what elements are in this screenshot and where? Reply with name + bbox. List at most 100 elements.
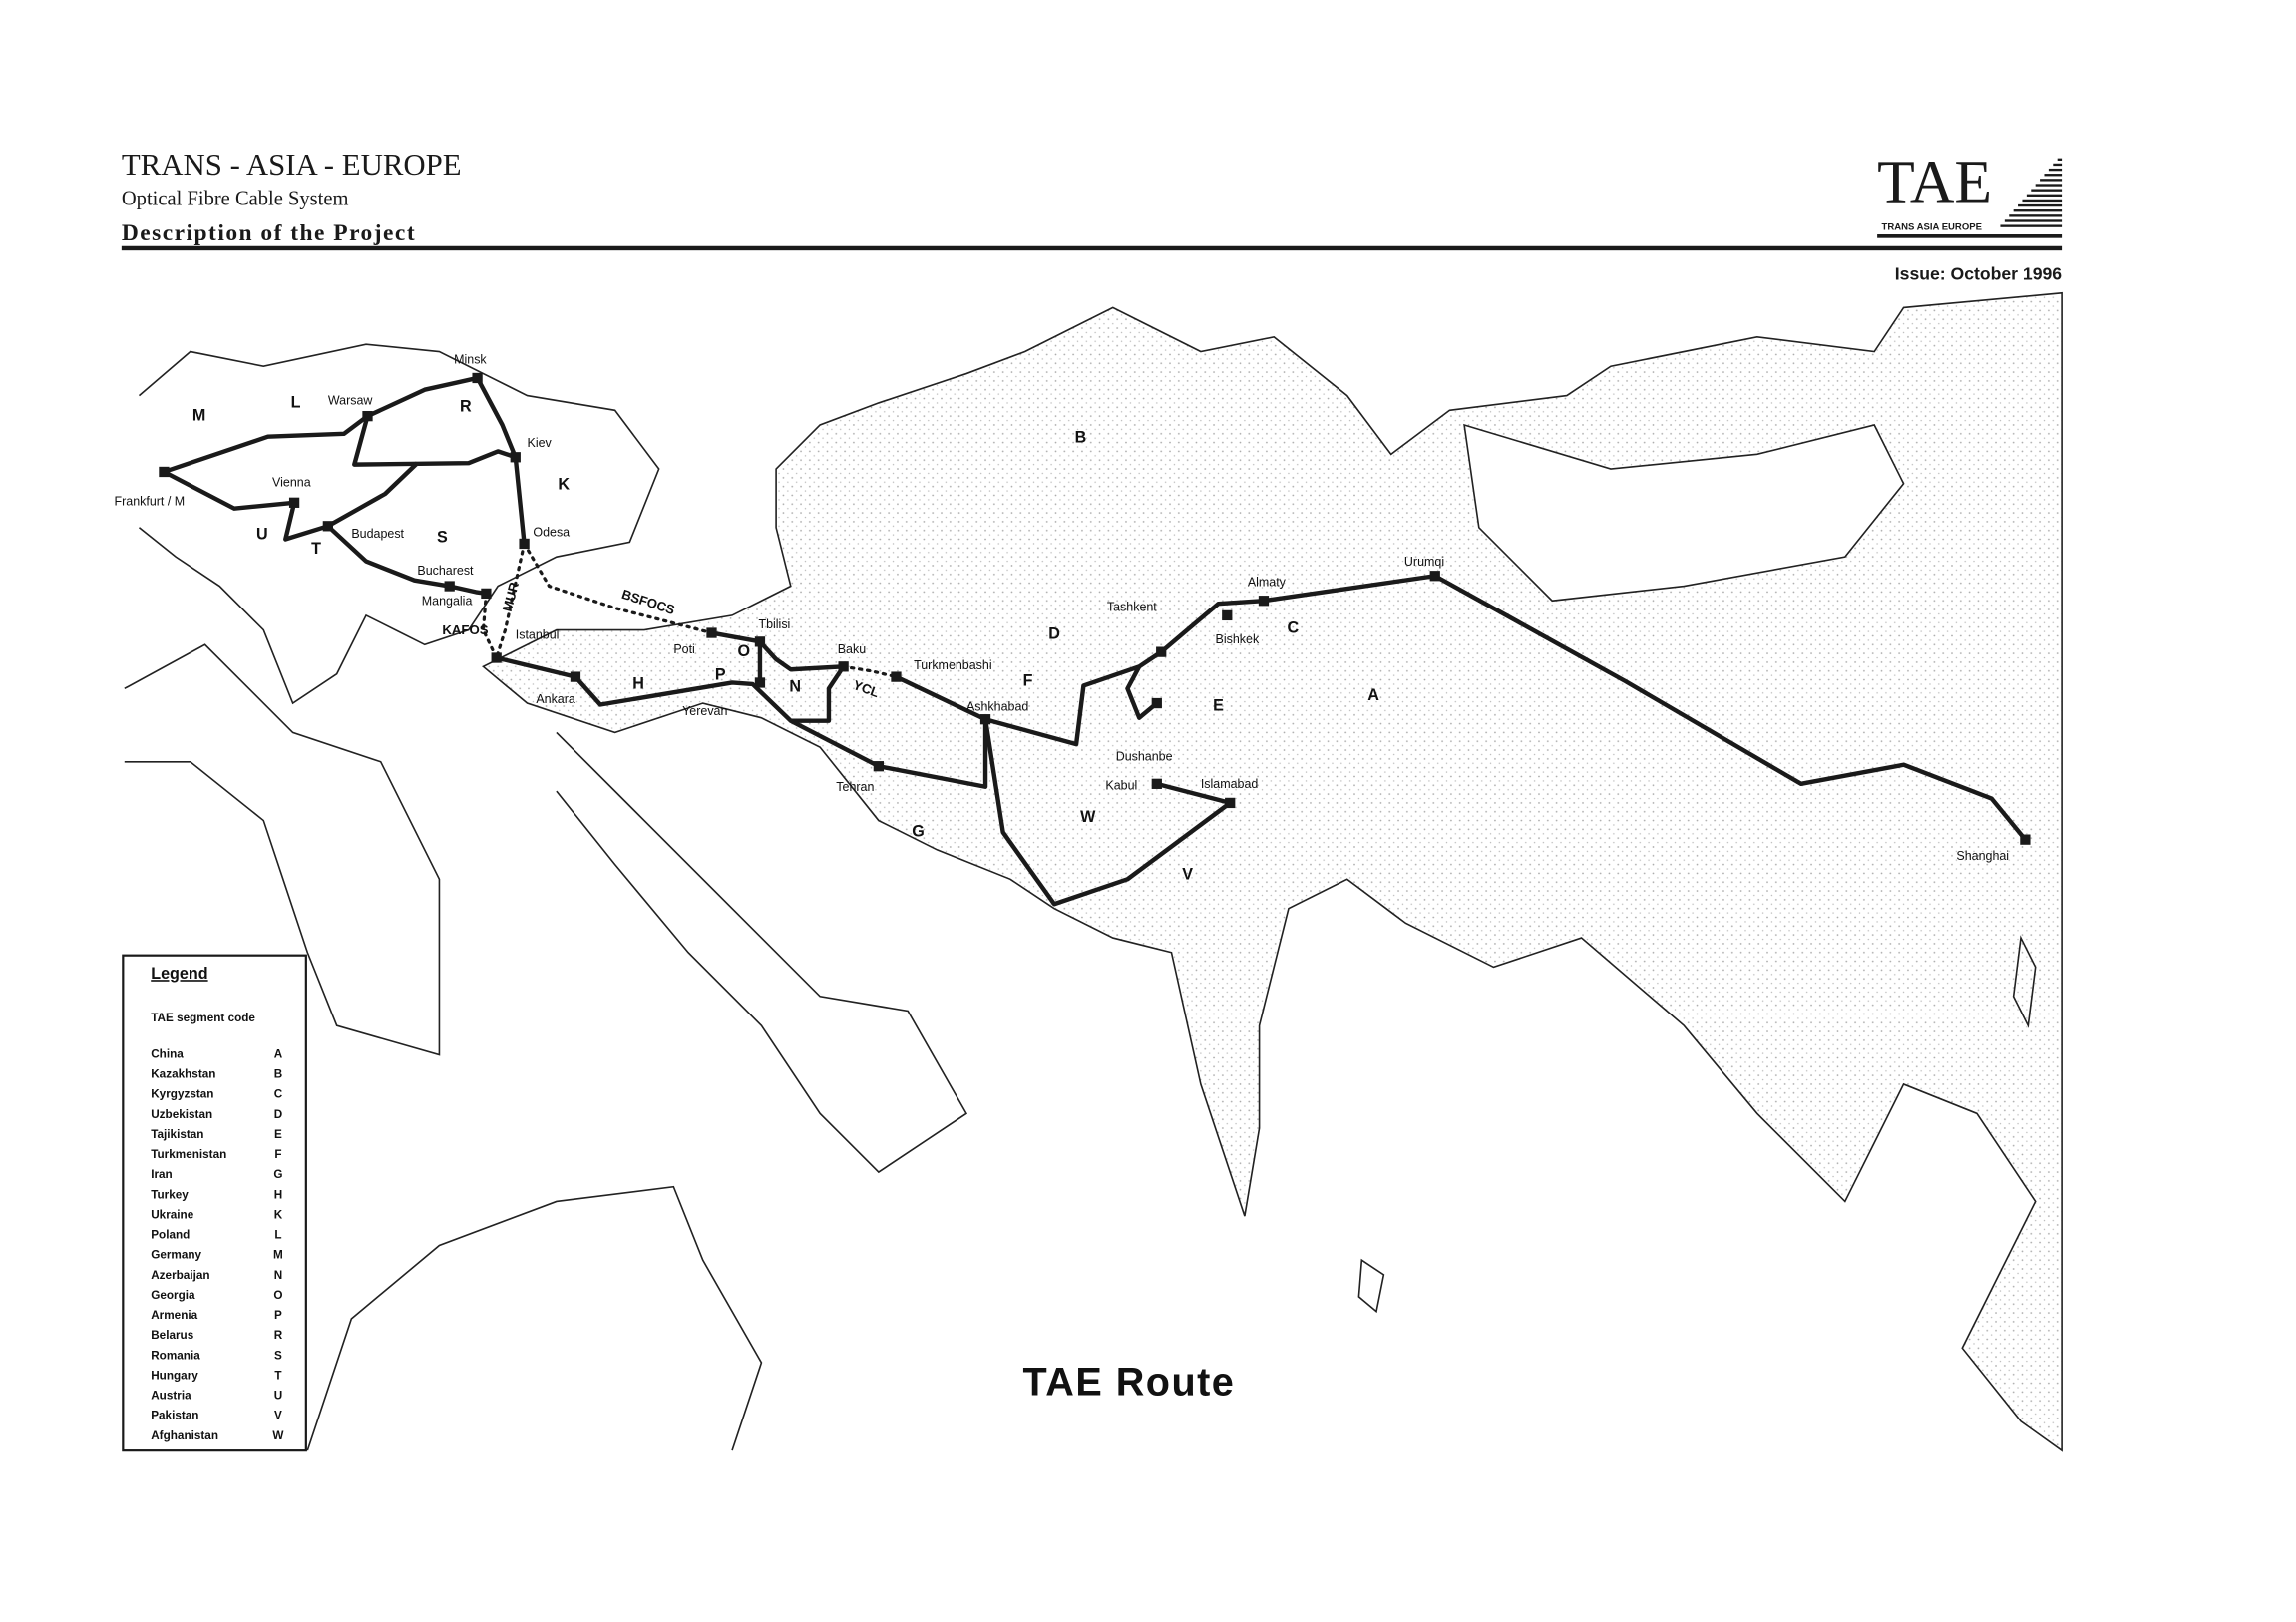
cable-dotted-bsfocs <box>522 542 714 635</box>
city-label-almaty: Almaty <box>1248 576 1287 590</box>
cable-route-4 <box>326 524 487 597</box>
legend-code: T <box>274 1369 282 1382</box>
map-landmass <box>124 291 2063 1452</box>
segment-label-n: N <box>789 677 801 695</box>
svg-text:TRANS ASIA EUROPE: TRANS ASIA EUROPE <box>1882 222 1982 233</box>
legend-entry: Georgia O <box>151 1289 282 1302</box>
city-node-mangalia <box>481 588 492 600</box>
city-label-urumqi: Urumqi <box>1404 555 1444 569</box>
segment-label-f: F <box>1023 671 1033 689</box>
legend-entry: Armenia P <box>151 1309 282 1322</box>
city-node-ankara <box>570 671 581 682</box>
city-label-frankfurt-m: Frankfurt / M <box>115 495 186 509</box>
legend-country: Kyrgyzstan <box>151 1088 213 1101</box>
city-node-bishkek <box>1222 609 1233 621</box>
segment-label-k: K <box>558 476 570 494</box>
legend-country: Germany <box>151 1249 201 1262</box>
legend-entry: China A <box>151 1047 282 1060</box>
city-label-vienna: Vienna <box>272 476 311 490</box>
legend-code: P <box>274 1309 282 1322</box>
document-subtitle: Optical Fibre Cable System <box>122 189 349 210</box>
city-label-mangalia: Mangalia <box>422 595 473 608</box>
legend-code: V <box>274 1410 282 1422</box>
legend-code: C <box>274 1088 283 1101</box>
city-node-poti <box>706 627 717 638</box>
legend-entry: Kyrgyzstan C <box>151 1088 282 1101</box>
legend-code: R <box>274 1329 283 1342</box>
segment-label-u: U <box>256 526 268 544</box>
cable-dotted-ycl <box>842 664 899 679</box>
legend-entry: Ukraine K <box>151 1208 282 1221</box>
city-node-budapest <box>322 521 333 532</box>
city-label-shanghai: Shanghai <box>1956 849 2009 863</box>
city-label-warsaw: Warsaw <box>328 393 374 407</box>
cable-route-2 <box>352 415 517 467</box>
legend-entry: Kazakhstan B <box>151 1068 282 1081</box>
city-label-istanbul: Istanbul <box>516 627 560 641</box>
cable-route-3 <box>163 461 419 542</box>
city-node-urumqi <box>1429 571 1440 582</box>
legend-entry: Romania S <box>151 1349 282 1362</box>
legend-code: F <box>274 1148 281 1161</box>
issue-date: Issue: October 1996 <box>1895 264 2063 284</box>
legend-country: Belarus <box>151 1329 194 1342</box>
legend-entry: Austria U <box>151 1390 282 1403</box>
legend-country: Uzbekistan <box>151 1108 212 1121</box>
city-label-yerevan: Yerevan <box>682 704 727 718</box>
city-node-tehran <box>873 761 885 772</box>
svg-text:TAE: TAE <box>1877 149 1992 216</box>
legend-country: Armenia <box>151 1309 197 1322</box>
legend-country: Afghanistan <box>151 1429 218 1442</box>
legend-heading: Legend <box>151 965 207 983</box>
legend-entry: Hungary T <box>151 1369 282 1382</box>
legend-subheading: TAE segment code <box>151 1012 255 1024</box>
segment-label-h: H <box>632 674 644 692</box>
city-node-vienna <box>288 497 300 508</box>
city-label-turkmenbashi: Turkmenbashi <box>914 658 992 672</box>
legend-entry: Belarus R <box>151 1329 282 1342</box>
segment-label-b: B <box>1075 429 1087 447</box>
city-label-tbilisi: Tbilisi <box>758 617 790 631</box>
legend-entry: Germany M <box>151 1249 283 1262</box>
legend-entry: Turkmenistan F <box>151 1148 281 1161</box>
legend-country: China <box>151 1047 184 1060</box>
city-node-dushanbe <box>1151 697 1162 709</box>
legend-entry: Iran G <box>151 1168 282 1181</box>
legend-country: Iran <box>151 1168 173 1181</box>
city-node-odesa <box>519 538 530 550</box>
legend-country: Romania <box>151 1349 200 1362</box>
city-node-frankfurt-m <box>159 466 170 478</box>
legend-code: G <box>273 1168 282 1181</box>
legend-entry: Poland L <box>151 1229 281 1242</box>
legend-code: S <box>274 1349 282 1362</box>
segment-label-a: A <box>1367 686 1379 704</box>
legend-code: E <box>274 1128 282 1141</box>
segment-label-s: S <box>437 528 448 546</box>
city-node-shanghai <box>2020 834 2031 845</box>
cable-dotted-kafos <box>481 592 499 660</box>
legend-code: L <box>274 1229 281 1242</box>
legend-entry: Tajikistan E <box>151 1128 282 1141</box>
legend-country: Pakistan <box>151 1410 198 1422</box>
legend-code: B <box>274 1068 282 1081</box>
city-node-istanbul <box>491 652 502 663</box>
segment-label-w: W <box>1080 808 1096 826</box>
segment-label-r: R <box>460 398 472 416</box>
legend-entry: Turkey H <box>151 1188 282 1201</box>
legend-country: Poland <box>151 1229 190 1242</box>
segment-label-o: O <box>738 642 751 660</box>
city-label-islamabad: Islamabad <box>1201 777 1259 791</box>
segment-label-l: L <box>291 393 301 411</box>
legend-code: D <box>274 1108 282 1121</box>
cable-route-5 <box>496 655 988 789</box>
map-title: TAE Route <box>1023 1360 1236 1404</box>
city-node-bucharest <box>444 581 455 592</box>
legend-code: U <box>274 1390 282 1403</box>
city-node-ashkhabad <box>979 714 991 725</box>
legend-country: Azerbaijan <box>151 1269 209 1282</box>
city-label-ankara: Ankara <box>536 692 575 706</box>
city-label-tashkent: Tashkent <box>1107 601 1157 614</box>
legend-country: Ukraine <box>151 1208 194 1221</box>
city-label-budapest: Budapest <box>351 527 404 541</box>
legend-code: N <box>274 1269 282 1282</box>
